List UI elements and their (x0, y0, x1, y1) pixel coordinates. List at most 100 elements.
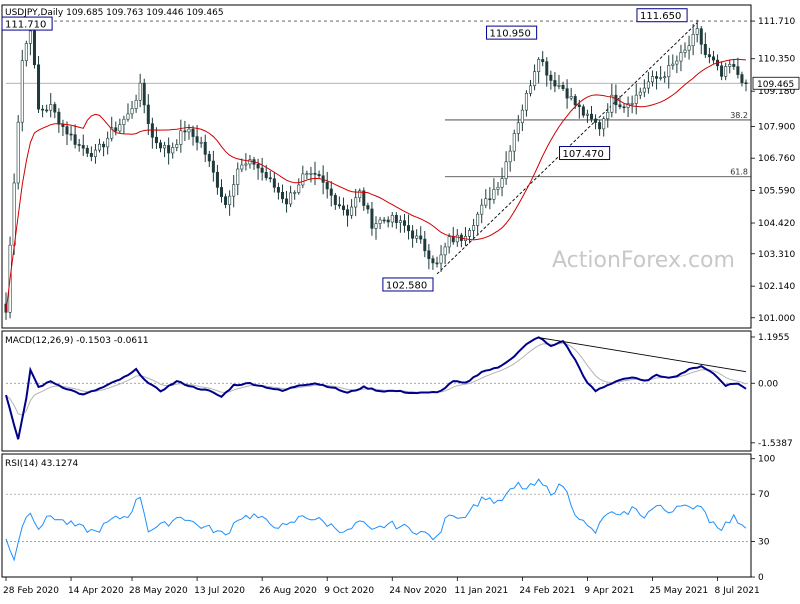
candle-body (329, 188, 333, 196)
candle-body (390, 215, 394, 223)
candle-body (614, 94, 618, 106)
candle-body (175, 144, 179, 148)
rsi-title: RSI(14) 43.1274 (5, 459, 78, 469)
candle-body (675, 60, 679, 65)
time-axis-label: 28 Feb 2020 (3, 586, 59, 596)
candle-body (341, 205, 345, 211)
candle-body (130, 108, 134, 115)
candle-body (126, 113, 130, 120)
candle-body (163, 145, 167, 149)
time-axis-label: 8 Jul 2021 (715, 586, 760, 596)
candle-body (289, 192, 293, 205)
candle-body (228, 195, 232, 205)
candle-body (73, 134, 77, 145)
candle-body (16, 121, 20, 184)
candle-body (728, 64, 732, 67)
candle-body (240, 164, 244, 170)
price-annotation-label: 110.950 (490, 29, 531, 40)
macd-layer (5, 336, 751, 440)
macd-trendline (538, 337, 747, 373)
candle-body (195, 136, 199, 143)
candle-body (581, 106, 585, 116)
candle-body (280, 191, 284, 200)
price-axis-tick-label: 109.180 (758, 87, 795, 97)
rsi-panel-frame (1, 453, 752, 578)
price-axis-tick-label: 105.590 (758, 187, 795, 197)
candle-body (57, 111, 61, 125)
time-axis-label: 11 Jan 2021 (454, 586, 508, 596)
candle-body (61, 123, 65, 127)
time-axis-label: 28 May 2020 (129, 586, 188, 596)
candle-body (646, 81, 650, 89)
candle-body (606, 111, 610, 120)
candle-body (248, 159, 252, 165)
candle-body (106, 137, 110, 148)
candle-body (49, 104, 53, 111)
moving-average-line (5, 58, 747, 313)
candle-body (740, 74, 744, 83)
candle-body (134, 99, 138, 109)
candle-body (232, 184, 236, 197)
candle-body (622, 106, 626, 109)
candle-body (549, 74, 553, 81)
candle-body (736, 66, 740, 75)
candle-body (500, 178, 504, 188)
candle-body (256, 164, 260, 169)
candle-body (187, 128, 191, 133)
candle-body (529, 85, 533, 94)
candle-body (191, 128, 195, 137)
rsi-line (5, 478, 747, 562)
candle-body (589, 113, 593, 120)
candle-body (337, 204, 341, 207)
candle-body (585, 113, 589, 116)
price-annotation-label: 111.650 (640, 11, 681, 22)
candle-body (423, 238, 427, 252)
time-axis-label: 25 May 2021 (649, 586, 708, 596)
candle-body (20, 60, 24, 123)
candle-body (69, 133, 73, 136)
candle-body (703, 44, 707, 55)
candle-body (333, 195, 337, 205)
candle-body (594, 118, 598, 123)
candle-body (386, 219, 390, 223)
label-layer: 111.710 110.950 111.650 107.470 102.580 (1, 8, 688, 292)
candle-body (443, 246, 447, 256)
candle-body (37, 64, 41, 110)
candle-body (695, 28, 699, 35)
candle-body (167, 145, 171, 154)
candle-body (146, 104, 150, 124)
candle-body (524, 93, 528, 111)
rsi-axis-tick-label: 30 (758, 538, 770, 548)
fib-label: 38.2 (730, 111, 748, 120)
candle-body (114, 127, 118, 132)
macd-signal-line (5, 342, 747, 416)
candle-body (634, 94, 638, 104)
candle-body (671, 63, 675, 66)
candle-body (659, 77, 663, 79)
price-axis-tick-label: 102.140 (758, 282, 795, 292)
candle-body (398, 220, 402, 223)
rsi-axis-tick-label: 100 (758, 455, 775, 465)
candle-body (301, 173, 305, 186)
candle-body (179, 130, 183, 145)
price-annotation-box (382, 277, 434, 292)
candle-body (313, 173, 317, 175)
price-axis-tick-label: 107.900 (758, 123, 795, 133)
price-annotation-box (636, 8, 688, 23)
price-axis-tick-label: 110.350 (758, 55, 795, 65)
candle-body (183, 130, 187, 133)
candle-body (577, 104, 581, 108)
time-axis-label: 26 Aug 2020 (259, 586, 317, 596)
candle-body (655, 76, 659, 79)
time-axis-label: 14 Apr 2020 (68, 586, 124, 596)
candle-body (541, 59, 545, 62)
candle-body (480, 204, 484, 215)
rsi-axis-tick-label: 70 (758, 490, 770, 500)
candle-body (81, 145, 85, 149)
price-annotation-label: 111.710 (5, 20, 46, 31)
price-axis-tick-label: 101.000 (758, 314, 795, 324)
candle-body (472, 225, 476, 231)
macd-line (5, 336, 747, 440)
candle-body (41, 108, 45, 111)
candle-body (159, 142, 163, 149)
